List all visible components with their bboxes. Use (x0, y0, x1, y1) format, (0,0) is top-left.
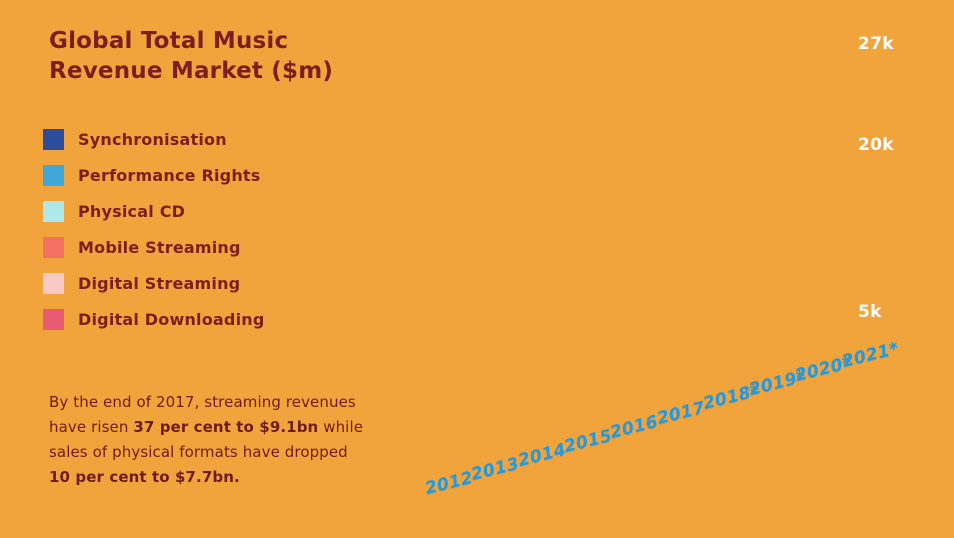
y-axis-tick-label: 27k (858, 34, 894, 54)
x-axis-year-label: 2013 (469, 453, 522, 485)
legend-item: Synchronisation (43, 128, 265, 150)
legend-swatch (43, 236, 64, 258)
y-axis-tick-label: 20k (858, 135, 894, 155)
note-line: have risen 37 per cent to $9.1bn while (49, 418, 364, 436)
x-axis-year-label: 2017 (654, 397, 707, 429)
note-line: 10 per cent to $7.7bn. (49, 468, 240, 486)
legend-swatch (43, 164, 64, 186)
legend-label: Digital Downloading (78, 309, 265, 329)
page-title-line2: Revenue Market ($m) (49, 58, 334, 84)
legend-swatch (43, 128, 64, 150)
legend-swatch (43, 200, 64, 222)
legend-label: Performance Rights (78, 165, 261, 185)
y-axis-tick-label: 5k (858, 302, 882, 322)
legend-item: Digital Downloading (43, 308, 265, 330)
legend-swatch (43, 308, 64, 330)
legend-item: Digital Streaming (43, 272, 265, 294)
x-axis-year-label: 2020* (793, 352, 855, 387)
note-line: sales of physical formats have dropped (49, 443, 348, 461)
page-title: Global Total Music Revenue Market ($m) (49, 26, 333, 86)
legend-label: Physical CD (78, 201, 186, 221)
legend-item: Mobile Streaming (43, 236, 265, 258)
x-axis-year-label: 2018* (700, 381, 762, 415)
note-line: By the end of 2017, streaming revenues (49, 393, 356, 411)
x-axis-year-label: 2014 (515, 439, 568, 471)
note: By the end of 2017, streaming revenues ha… (49, 390, 363, 490)
legend-item: Physical CD (43, 200, 265, 222)
legend-label: Digital Streaming (78, 273, 241, 293)
page-title-line1: Global Total Music (49, 28, 289, 54)
legend-swatch (43, 272, 64, 294)
x-axis-year-label: 2012 (423, 467, 476, 499)
legend: Synchronisation Performance Rights Physica… (43, 128, 265, 344)
x-axis-year-label: 2016 (608, 411, 661, 443)
x-axis-year-label: 2019* (747, 366, 809, 401)
legend-label: Synchronisation (78, 129, 227, 149)
legend-label: Mobile Streaming (78, 237, 241, 257)
legend-item: Performance Rights (43, 164, 265, 186)
x-axis-year-label: 2021* (839, 338, 901, 373)
x-axis-year-label: 2015 (562, 425, 614, 457)
